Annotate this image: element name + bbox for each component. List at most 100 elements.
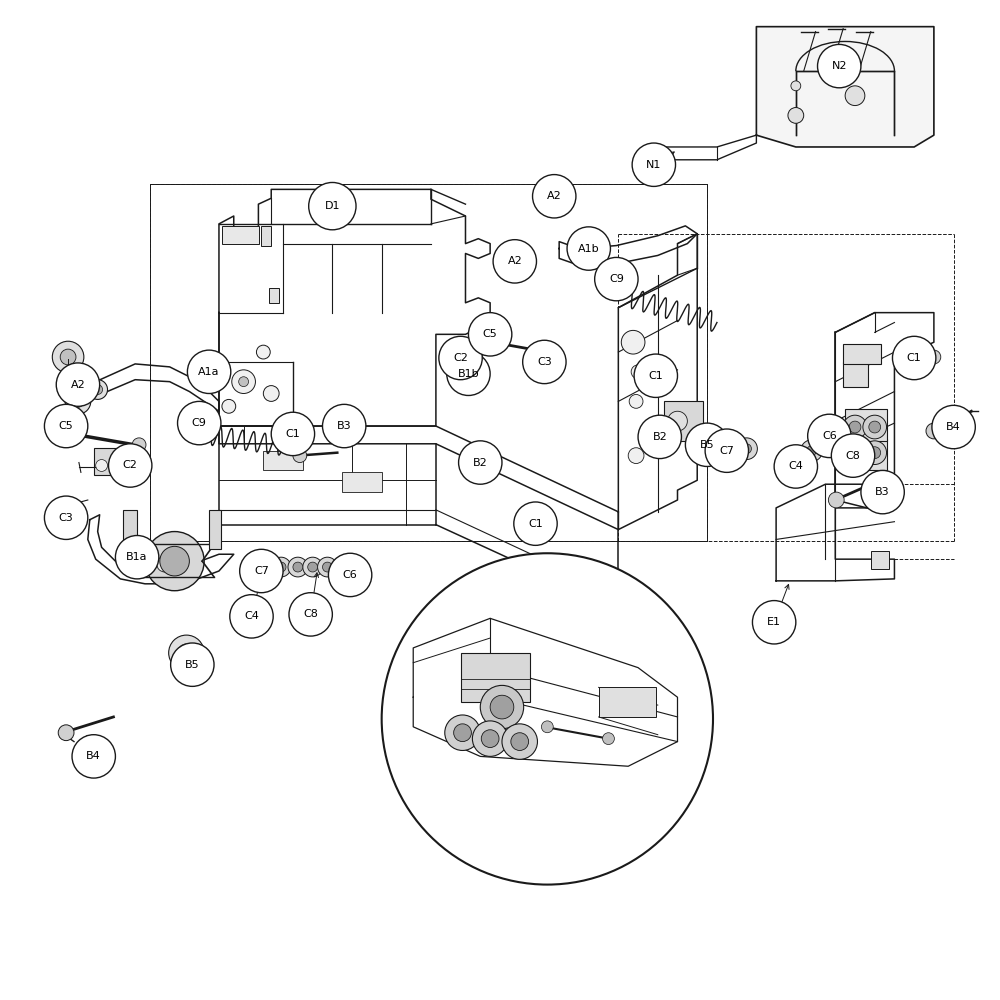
Circle shape [533, 175, 576, 218]
Circle shape [382, 553, 713, 885]
Circle shape [801, 440, 822, 462]
Circle shape [843, 441, 867, 464]
Circle shape [480, 685, 524, 729]
Circle shape [171, 643, 214, 686]
Circle shape [303, 557, 322, 577]
Circle shape [472, 721, 508, 756]
Text: C3: C3 [537, 357, 552, 367]
Circle shape [808, 414, 851, 458]
Circle shape [271, 557, 291, 577]
Circle shape [178, 644, 195, 662]
Circle shape [445, 715, 480, 750]
Circle shape [44, 404, 88, 448]
Bar [269, 288, 279, 303]
Text: C7: C7 [254, 566, 269, 576]
Circle shape [892, 336, 936, 380]
Text: C6: C6 [343, 570, 357, 580]
Text: C8: C8 [846, 451, 860, 461]
Circle shape [468, 313, 512, 356]
Circle shape [72, 395, 84, 407]
Circle shape [831, 434, 875, 477]
Text: C5: C5 [483, 329, 498, 339]
Circle shape [328, 553, 372, 597]
Circle shape [276, 562, 286, 572]
Circle shape [845, 86, 865, 106]
Circle shape [788, 108, 804, 123]
Circle shape [96, 460, 108, 471]
Circle shape [752, 601, 796, 644]
Text: E1: E1 [767, 617, 781, 627]
Circle shape [849, 447, 861, 459]
Text: C1: C1 [907, 353, 922, 363]
Circle shape [318, 557, 337, 577]
Circle shape [230, 595, 273, 638]
Circle shape [523, 340, 566, 384]
Text: A2: A2 [71, 380, 85, 390]
Circle shape [668, 411, 687, 431]
Circle shape [774, 445, 818, 488]
Text: D1: D1 [325, 201, 340, 211]
Circle shape [222, 399, 236, 413]
Circle shape [263, 386, 279, 401]
Circle shape [289, 593, 332, 636]
Circle shape [65, 389, 91, 414]
Circle shape [631, 365, 645, 379]
Text: C3: C3 [59, 513, 73, 523]
Bar [461, 653, 530, 702]
Text: C8: C8 [303, 609, 318, 619]
Circle shape [536, 179, 572, 214]
Bar [123, 510, 137, 549]
Circle shape [169, 635, 204, 671]
Text: B5: B5 [700, 440, 714, 450]
Circle shape [595, 257, 638, 301]
Circle shape [869, 421, 881, 433]
Circle shape [567, 227, 610, 270]
Circle shape [88, 380, 108, 399]
Circle shape [258, 557, 278, 577]
Circle shape [721, 438, 743, 460]
Text: C9: C9 [609, 274, 624, 284]
Bar [461, 352, 482, 374]
Circle shape [447, 352, 490, 395]
Text: C1: C1 [528, 519, 543, 529]
Circle shape [490, 695, 514, 719]
Circle shape [693, 425, 725, 457]
Circle shape [638, 415, 681, 459]
Text: B2: B2 [652, 432, 667, 442]
Circle shape [541, 721, 553, 733]
Circle shape [465, 362, 475, 372]
Circle shape [284, 434, 302, 452]
Text: C4: C4 [244, 611, 259, 621]
Circle shape [93, 385, 103, 394]
Bar [843, 344, 881, 364]
Text: N2: N2 [831, 61, 847, 71]
Text: A2: A2 [507, 256, 522, 266]
Circle shape [736, 438, 757, 460]
Text: C2: C2 [453, 353, 468, 363]
Text: C7: C7 [719, 446, 734, 456]
Bar [599, 687, 656, 717]
Text: C9: C9 [192, 418, 207, 428]
Circle shape [52, 341, 84, 373]
Bar [261, 226, 271, 246]
Circle shape [742, 444, 751, 454]
Circle shape [818, 44, 861, 88]
Circle shape [160, 546, 189, 576]
Text: A1a: A1a [198, 367, 220, 377]
Bar [845, 439, 887, 470]
Circle shape [849, 421, 861, 433]
Circle shape [863, 441, 887, 464]
Text: B4: B4 [86, 751, 101, 761]
Circle shape [628, 448, 644, 464]
Circle shape [927, 350, 941, 364]
Circle shape [481, 730, 499, 748]
Text: C1: C1 [648, 371, 663, 381]
Circle shape [807, 446, 817, 456]
Circle shape [932, 405, 975, 449]
Circle shape [545, 187, 563, 205]
Circle shape [502, 249, 528, 274]
Circle shape [621, 330, 645, 354]
Circle shape [58, 725, 74, 741]
Circle shape [256, 345, 270, 359]
Text: C1: C1 [286, 429, 300, 439]
